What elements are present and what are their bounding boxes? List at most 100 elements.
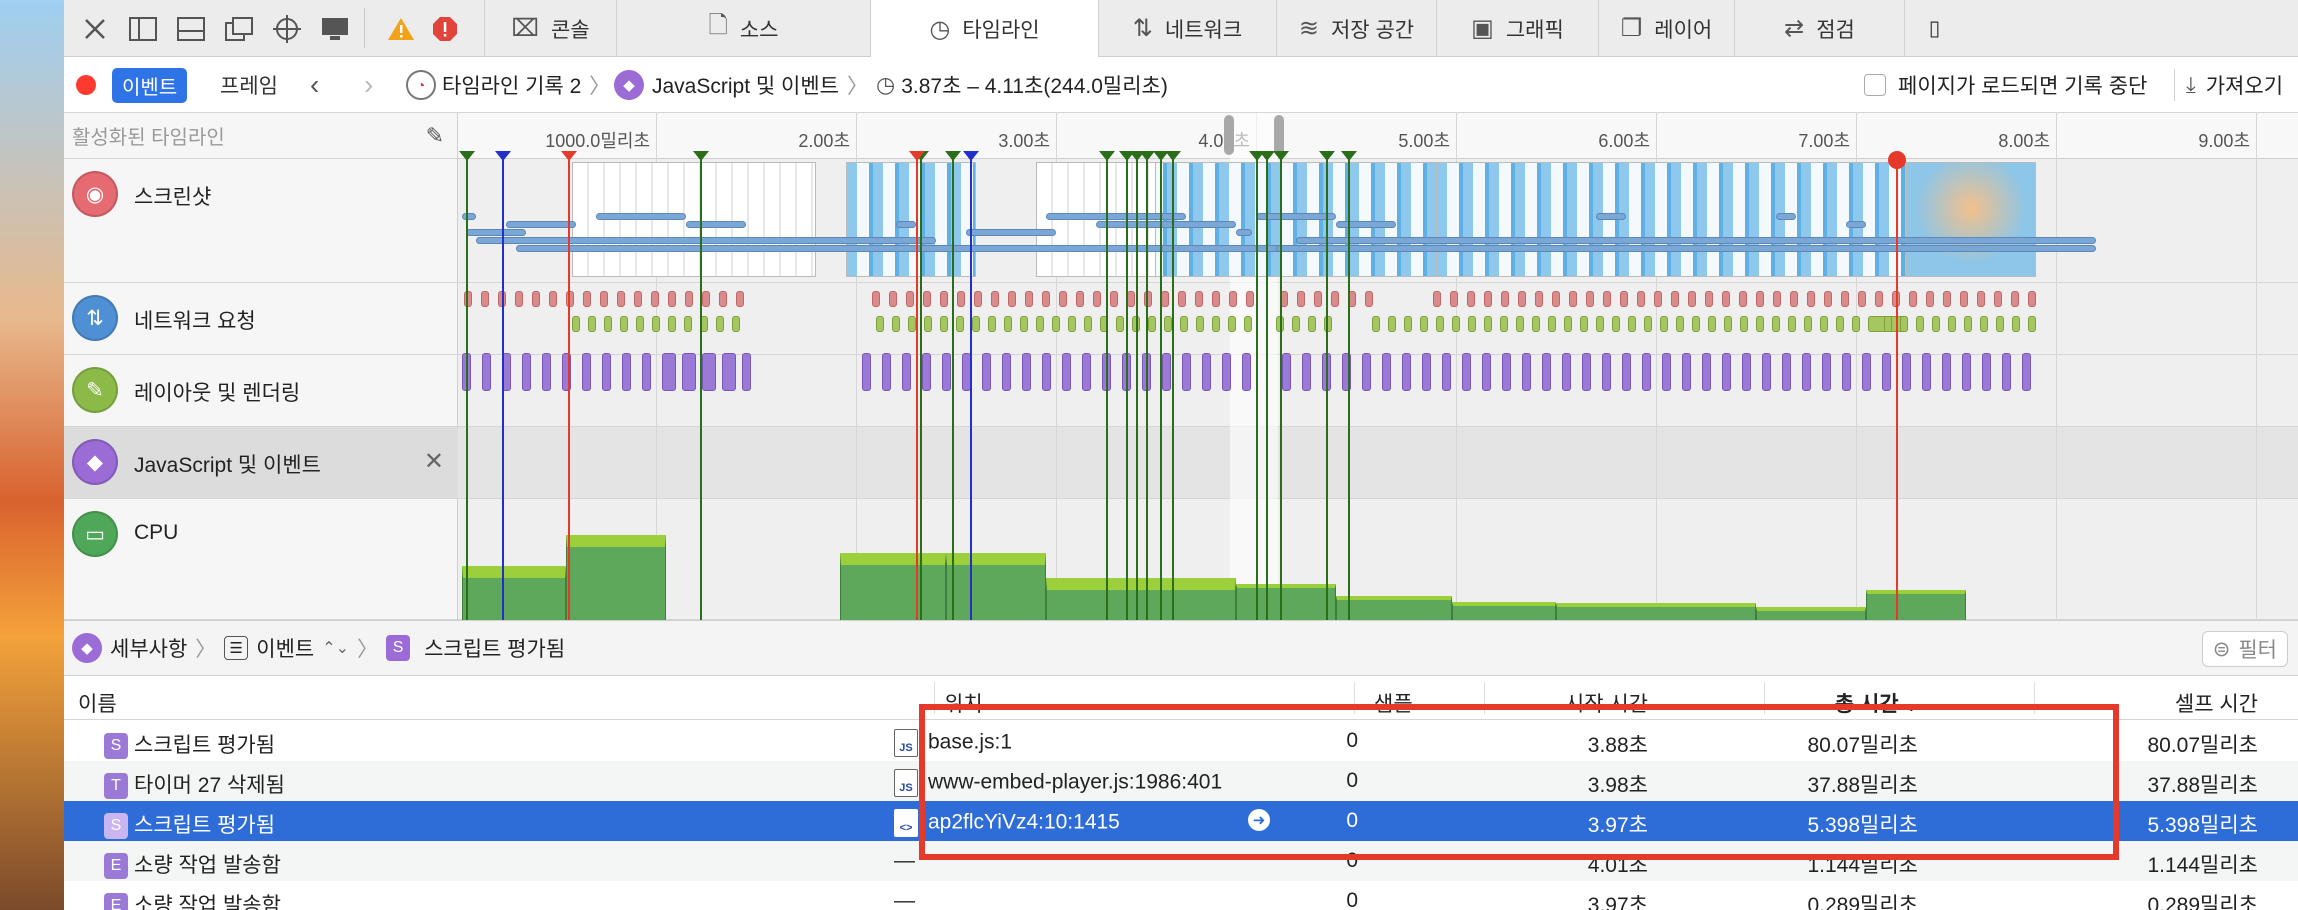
layout-event-bar[interactable] bbox=[1331, 291, 1339, 307]
layout-event-bar[interactable] bbox=[719, 291, 727, 307]
paint-event-bar[interactable] bbox=[1596, 316, 1604, 332]
selection-handle-left[interactable] bbox=[1224, 115, 1234, 155]
layout-event-bar[interactable] bbox=[1909, 291, 1917, 307]
layout-event-bar[interactable] bbox=[1603, 291, 1611, 307]
javascript-events-crumb[interactable]: ◆ JavaScript 및 이벤트 〉 bbox=[614, 57, 868, 113]
paint-event-bar[interactable] bbox=[604, 316, 612, 332]
layout-event-bar[interactable] bbox=[634, 291, 642, 307]
forward-arrow-icon[interactable]: › bbox=[364, 69, 374, 100]
js-event-bar[interactable] bbox=[1662, 353, 1671, 391]
layout-event-bar[interactable] bbox=[481, 291, 489, 307]
layout-event-bar[interactable] bbox=[1994, 291, 2002, 307]
column-header[interactable]: 시작 시간 bbox=[1564, 693, 1648, 716]
layout-event-bar[interactable] bbox=[940, 291, 948, 307]
events-mode-button[interactable]: 이벤트 bbox=[112, 67, 188, 103]
tab-overflow-icon[interactable]: ▯ bbox=[1904, 0, 1964, 57]
js-event-bar[interactable] bbox=[1282, 353, 1291, 391]
js-event-bar[interactable] bbox=[1562, 353, 1571, 391]
track-brush[interactable]: ✎ 레이아웃 및 렌더링 bbox=[64, 355, 458, 427]
stop-after-load-checkbox[interactable]: 페이지가 로드되면 기록 중단 bbox=[1864, 57, 2147, 113]
layout-event-bar[interactable] bbox=[515, 291, 523, 307]
layout-event-bar[interactable] bbox=[1841, 291, 1849, 307]
js-event-bar[interactable] bbox=[1962, 353, 1971, 391]
paint-event-bar[interactable] bbox=[732, 316, 740, 332]
paint-event-bar[interactable] bbox=[1292, 316, 1300, 332]
js-event-bar[interactable] bbox=[1682, 353, 1691, 391]
paint-event-bar[interactable] bbox=[1324, 316, 1332, 332]
table-row[interactable]: S 스크립트 평가됨 JS base.js:1 0 3.88초 80.07밀리초 80.07밀… bbox=[64, 721, 2298, 761]
paint-event-bar[interactable] bbox=[1820, 316, 1828, 332]
js-event-bar[interactable] bbox=[1022, 353, 1031, 391]
track-js-events[interactable]: ◆ JavaScript 및 이벤트 ✕ bbox=[64, 427, 458, 499]
layout-event-bar[interactable] bbox=[566, 291, 574, 307]
network-request-bar[interactable] bbox=[506, 221, 576, 228]
layout-event-bar[interactable] bbox=[651, 291, 659, 307]
js-event-bar[interactable] bbox=[1922, 353, 1931, 391]
network-request-bar[interactable] bbox=[1256, 213, 1336, 220]
layout-event-bar[interactable] bbox=[549, 291, 557, 307]
layout-event-bar[interactable] bbox=[1705, 291, 1713, 307]
layout-event-bar[interactable] bbox=[1671, 291, 1679, 307]
js-event-bar[interactable] bbox=[1002, 353, 1011, 391]
paint-event-bar[interactable] bbox=[1916, 316, 1924, 332]
paint-event-bar[interactable] bbox=[1964, 316, 1972, 332]
paint-event-bar[interactable] bbox=[1612, 316, 1620, 332]
paint-event-bar[interactable] bbox=[1564, 316, 1572, 332]
paint-event-bar[interactable] bbox=[1404, 316, 1412, 332]
js-event-bar[interactable] bbox=[1362, 353, 1371, 391]
record-button[interactable] bbox=[76, 57, 96, 113]
js-event-bar[interactable] bbox=[1582, 353, 1591, 391]
device-icon[interactable] bbox=[316, 10, 354, 48]
network-request-bar[interactable] bbox=[1276, 245, 2096, 252]
paint-event-bar[interactable] bbox=[956, 316, 964, 332]
layout-event-bar[interactable] bbox=[1450, 291, 1458, 307]
paint-event-bar[interactable] bbox=[1164, 316, 1172, 332]
js-event-bar[interactable] bbox=[1442, 353, 1451, 391]
paint-event-bar[interactable] bbox=[1788, 316, 1796, 332]
close-icon[interactable]: ✕ bbox=[423, 448, 444, 475]
js-event-bar[interactable] bbox=[1722, 353, 1731, 391]
screenshot-thumbnail[interactable] bbox=[1906, 162, 2036, 277]
js-event-bar[interactable] bbox=[1522, 353, 1531, 391]
layout-event-bar[interactable] bbox=[1008, 291, 1016, 307]
network-request-bar[interactable] bbox=[1776, 213, 1796, 220]
layout-event-bar[interactable] bbox=[1586, 291, 1594, 307]
paint-event-bar[interactable] bbox=[684, 316, 692, 332]
js-event-bar[interactable] bbox=[1622, 353, 1631, 391]
paint-event-bar[interactable] bbox=[1452, 316, 1460, 332]
timeline-graph[interactable]: 1000.0밀리초2.00초3.00초4.00초5.00초6.00초7.00초8… bbox=[458, 113, 2298, 620]
cpu-usage-bar[interactable] bbox=[1336, 595, 1452, 620]
js-event-bar[interactable] bbox=[1802, 353, 1811, 391]
paint-event-bar[interactable] bbox=[1756, 316, 1764, 332]
dock-left-icon[interactable] bbox=[124, 10, 162, 48]
events-view-crumb[interactable]: ☰ 이벤트 ⌃⌄ 〉 bbox=[224, 633, 378, 663]
screenshot-thumbnail[interactable] bbox=[1436, 162, 1966, 277]
paint-event-bar[interactable] bbox=[1180, 316, 1188, 332]
js-event-bar[interactable] bbox=[1222, 353, 1231, 391]
paint-event-bar[interactable] bbox=[636, 316, 644, 332]
cpu-usage-bar[interactable] bbox=[1756, 606, 1866, 620]
layout-event-bar[interactable] bbox=[906, 291, 914, 307]
js-event-bar[interactable] bbox=[522, 353, 531, 391]
column-header[interactable]: 샘플 bbox=[1374, 693, 1413, 716]
layout-event-bar[interactable] bbox=[1858, 291, 1866, 307]
js-event-bar[interactable] bbox=[1782, 353, 1791, 391]
tab-console[interactable]: ⌧ 콘솔 bbox=[484, 0, 616, 57]
js-event-bar[interactable] bbox=[1902, 353, 1911, 391]
js-event-bar[interactable] bbox=[1502, 353, 1511, 391]
paint-event-bar[interactable] bbox=[892, 316, 900, 332]
paint-event-bar[interactable] bbox=[1708, 316, 1716, 332]
js-event-bar[interactable] bbox=[1882, 353, 1891, 391]
paint-event-bar[interactable] bbox=[1948, 316, 1956, 332]
network-request-bar[interactable] bbox=[466, 229, 526, 236]
tab-audit[interactable]: ⇄ 점검 bbox=[1734, 0, 1904, 57]
paint-event-bar[interactable] bbox=[1052, 316, 1060, 332]
paint-event-bar[interactable] bbox=[2028, 316, 2036, 332]
paint-event-bar[interactable] bbox=[972, 316, 980, 332]
js-event-bar[interactable] bbox=[922, 353, 931, 391]
layout-event-bar[interactable] bbox=[1807, 291, 1815, 307]
layout-event-bar[interactable] bbox=[1144, 291, 1152, 307]
layout-event-bar[interactable] bbox=[668, 291, 676, 307]
layout-event-bar[interactable] bbox=[974, 291, 982, 307]
paint-event-bar[interactable] bbox=[572, 316, 580, 332]
